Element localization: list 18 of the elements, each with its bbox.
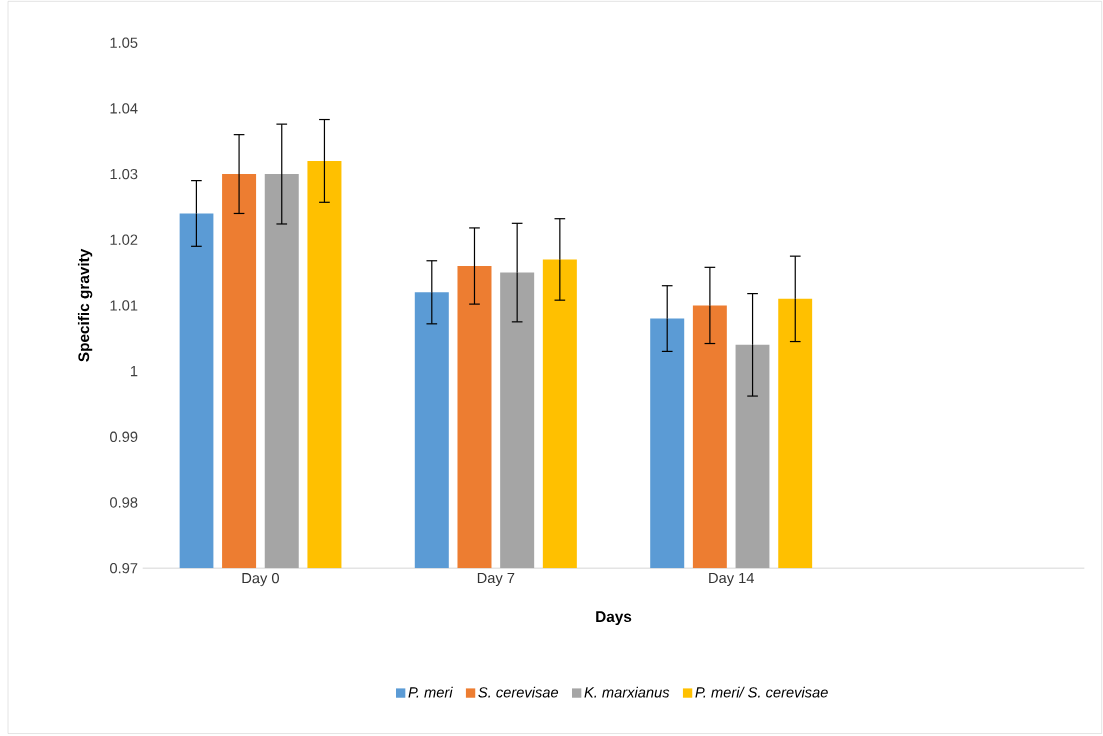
x-axis-title: Days: [596, 611, 632, 625]
legend-label: K. marxianus: [584, 686, 670, 698]
x-tick-label: Day 7: [477, 572, 515, 586]
y-tick-label: 1: [130, 365, 138, 377]
y-tick-label: 0.98: [110, 497, 138, 508]
y-tick-label: 1.03: [110, 168, 138, 180]
x-tick-label: Day 0: [242, 572, 279, 587]
y-tick-label: 0.97: [110, 562, 138, 574]
y-tick-label: 1.01: [110, 300, 138, 311]
y-tick-label: 0.99: [110, 431, 138, 442]
y-tick-label: 1.02: [110, 234, 138, 245]
y-tick-label: 1.04: [110, 103, 138, 114]
y-tick-label: 1.05: [110, 37, 138, 48]
legend-label: P. meri/ S. cerevisae: [695, 686, 828, 698]
y-axis-title: Specific gravity: [77, 248, 93, 362]
legend-label: P. meri: [408, 686, 453, 698]
legend-label: S. cerevisae: [478, 686, 559, 698]
x-tick-label: Day 14: [709, 572, 755, 586]
